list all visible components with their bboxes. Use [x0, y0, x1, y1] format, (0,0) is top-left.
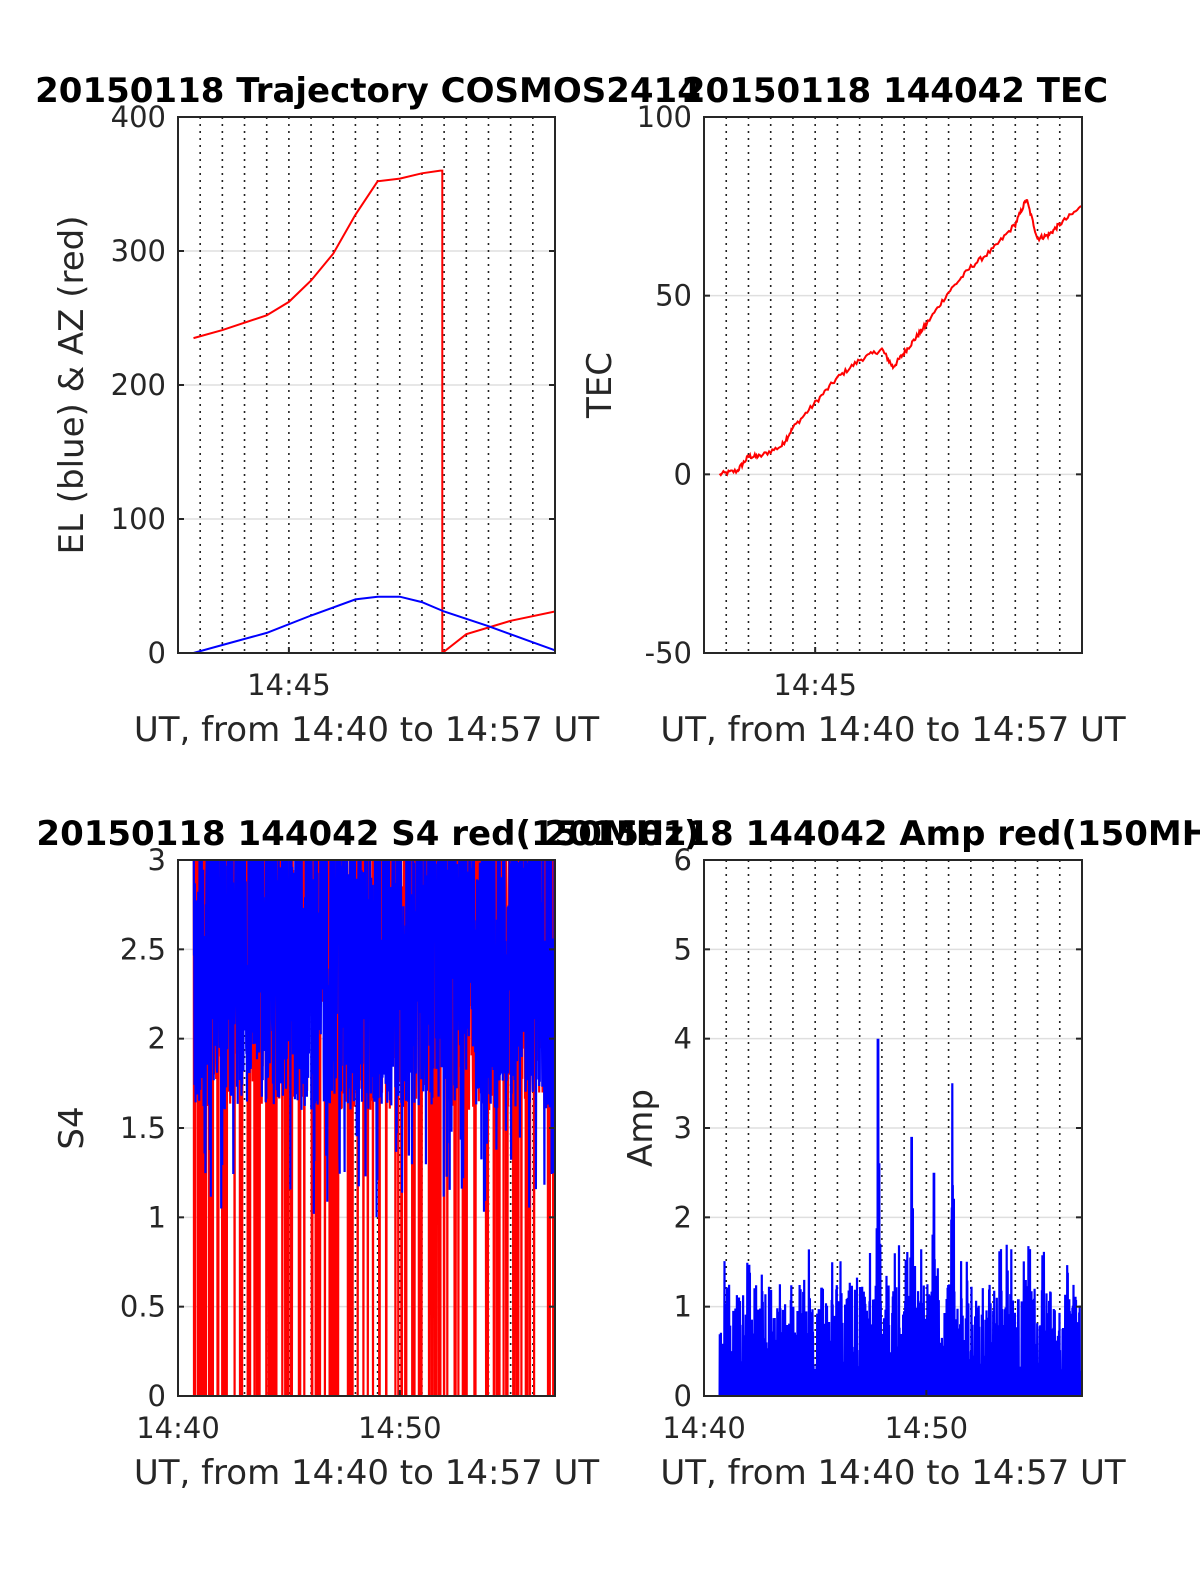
- series-group: [718, 1038, 1082, 1396]
- chart-panel-2: -50 0 50 100 14:45 UT, from 14:40 to 14:57 UT…: [580, 71, 1126, 750]
- x-tick-label: 14:50: [358, 1411, 442, 1445]
- x-tick-label: 14:45: [247, 668, 331, 702]
- y-tick-label: 50: [655, 279, 692, 313]
- y-axis-label: S4: [52, 1106, 92, 1149]
- x-axis-label: UT, from 14:40 to 14:57 UT: [660, 1453, 1126, 1493]
- chart-panel-4: 0 1 2 3 4 5 6 14:40 14:50 UT, from 14:40 to 14:57…: [544, 814, 1200, 1493]
- series-line-1: [193, 169, 555, 653]
- y-tick-label: 0: [674, 1379, 692, 1413]
- y-tick-label: 100: [111, 502, 166, 536]
- y-axis-label: TEC: [580, 352, 620, 419]
- y-tick-label: 2: [148, 1022, 166, 1056]
- y-tick-label: 0.5: [120, 1290, 166, 1324]
- y-tick-label: 1: [148, 1200, 166, 1234]
- y-tick-label: -50: [645, 636, 692, 670]
- y-tick-label: 5: [674, 932, 692, 966]
- series-group: [192, 860, 555, 1396]
- y-tick-label: 6: [674, 843, 692, 877]
- series-line-2: [192, 860, 555, 1218]
- y-tick-label: 2.5: [120, 932, 166, 966]
- x-tick-label: 14:40: [136, 1411, 220, 1445]
- y-tick-label: 200: [111, 368, 166, 402]
- x-tick-label: 14:45: [773, 668, 857, 702]
- y-tick-label: 100: [637, 100, 692, 134]
- series-line-1: [718, 1038, 1082, 1396]
- x-tick-label: 14:40: [662, 1411, 746, 1445]
- series-line-2: [193, 595, 555, 653]
- chart-panel-3: 0 0.5 1 1.5 2 2.5 3 14:40 14:50 UT, from 14:40 to…: [36, 814, 699, 1493]
- y-tick-label: 400: [111, 100, 166, 134]
- y-axis-label: EL (blue) & AZ (red): [52, 215, 92, 554]
- series-line-1: [718, 199, 1082, 477]
- y-tick-label: 1.5: [120, 1111, 166, 1145]
- plot-area: [704, 117, 1082, 653]
- series-group: [193, 169, 555, 653]
- x-axis-label: UT, from 14:40 to 14:57 UT: [134, 710, 600, 750]
- chart-title: 20150118 Trajectory COSMOS2414: [35, 71, 701, 111]
- y-tick-label: 0: [148, 636, 166, 670]
- x-axis-label: UT, from 14:40 to 14:57 UT: [660, 710, 1126, 750]
- series-group: [718, 199, 1082, 477]
- y-tick-label: 3: [674, 1111, 692, 1145]
- y-tick-label: 300: [111, 234, 166, 268]
- x-tick-label: 14:50: [885, 1411, 969, 1445]
- y-tick-label: 2: [674, 1200, 692, 1234]
- x-axis-label: UT, from 14:40 to 14:57 UT: [134, 1453, 600, 1493]
- y-tick-label: 1: [674, 1290, 692, 1324]
- chart-title: 20150118 144042 TEC: [682, 71, 1108, 111]
- y-tick-label: 4: [674, 1022, 692, 1056]
- y-tick-label: 3: [148, 843, 166, 877]
- y-tick-label: 0: [674, 457, 692, 491]
- chart-title: 20150118 144042 S4 red(150MHz): [36, 814, 699, 854]
- y-tick-label: 0: [148, 1379, 166, 1413]
- y-axis-label: Amp: [621, 1089, 661, 1167]
- chart-title: 20150118 144042 Amp red(150MHz): [544, 814, 1200, 854]
- axes-box: [703, 116, 1083, 654]
- chart-panel-1: 0 100 200 300 400 14:45 UT, from 14:40 to 14:5…: [35, 71, 701, 750]
